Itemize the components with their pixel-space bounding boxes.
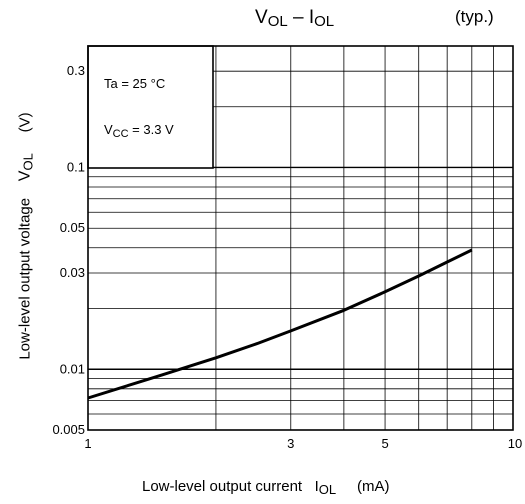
condition-vcc: VCC = 3.3 V <box>104 122 174 140</box>
x-tick-label: 5 <box>381 436 388 451</box>
tick-labels: 1 3 5 10 0.005 0.01 0.03 0.05 0.1 0.3 <box>52 63 522 451</box>
y-tick-label: 0.005 <box>52 422 85 437</box>
y-tick-label: 0.3 <box>67 63 85 78</box>
conditions-box <box>87 45 214 169</box>
x-tick-label: 1 <box>84 436 91 451</box>
y-axis-label: Low-level output voltage VOL (V) <box>16 112 36 360</box>
y-tick-label: 0.1 <box>67 159 85 174</box>
x-tick-label: 3 <box>287 436 294 451</box>
series-line <box>87 248 473 400</box>
typical-label: (typ.) <box>455 7 494 26</box>
x-axis-label: Low-level output current IOL (mA) <box>142 478 390 497</box>
chart-title: VOL – IOL <box>255 7 335 30</box>
curve-layer <box>87 248 473 400</box>
x-tick-label: 10 <box>508 436 522 451</box>
condition-ta: Ta = 25 °C <box>104 76 166 91</box>
y-tick-label: 0.03 <box>60 265 85 280</box>
y-tick-label: 0.01 <box>60 361 85 376</box>
y-tick-label: 0.05 <box>60 220 85 235</box>
plot-frame <box>87 45 514 431</box>
